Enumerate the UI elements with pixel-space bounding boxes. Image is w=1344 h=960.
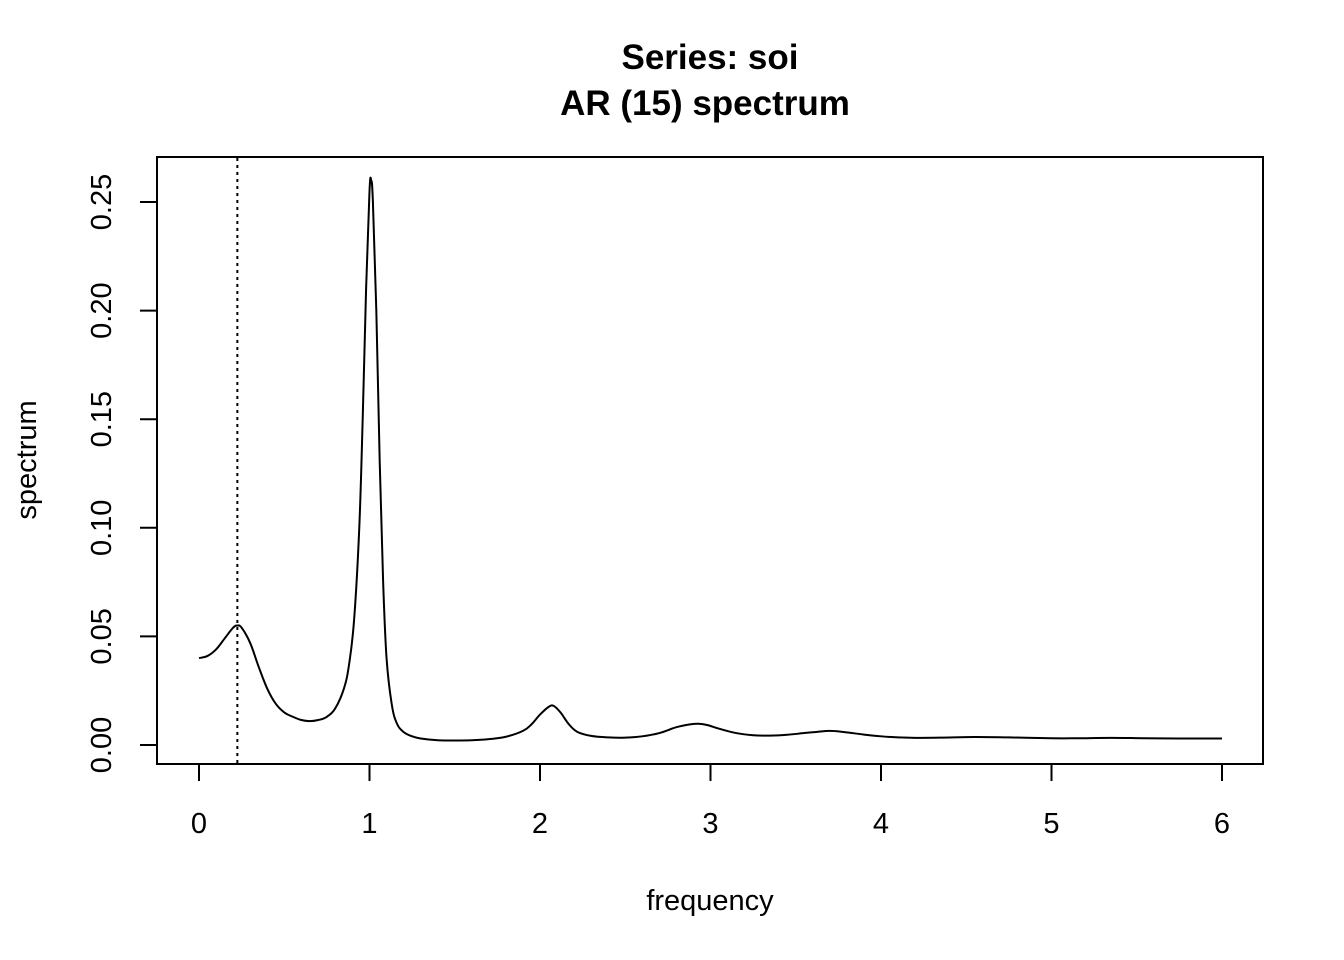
plot-frame [156, 156, 1264, 765]
x-tick-label: 4 [873, 808, 889, 840]
x-tick-label: 3 [702, 808, 718, 840]
x-tick-label: 6 [1214, 808, 1230, 840]
y-tick-label: 0.10 [86, 500, 118, 556]
y-tick-label: 0.15 [86, 391, 118, 447]
y-tick-label: 0.25 [86, 174, 118, 230]
chart-title: Series: soi [621, 38, 798, 77]
x-tick-label: 1 [361, 808, 377, 840]
y-tick-label: 0.20 [86, 282, 118, 338]
x-tick-label: 5 [1043, 808, 1059, 840]
x-axis-label: frequency [646, 885, 774, 917]
spectrum-line [198, 176, 1223, 742]
x-tick-label: 2 [532, 808, 548, 840]
y-axis-label: spectrum [11, 400, 43, 519]
y-tick-label: 0.05 [86, 608, 118, 664]
y-tick-label: 0.00 [86, 717, 118, 773]
x-tick-label: 0 [191, 808, 207, 840]
chart-subtitle: AR (15) spectrum [560, 84, 850, 123]
y-axis: 0.00 0.05 0.10 0.15 0.20 0.25 [86, 174, 158, 773]
x-axis: 0 1 2 3 4 5 6 [191, 763, 1230, 840]
